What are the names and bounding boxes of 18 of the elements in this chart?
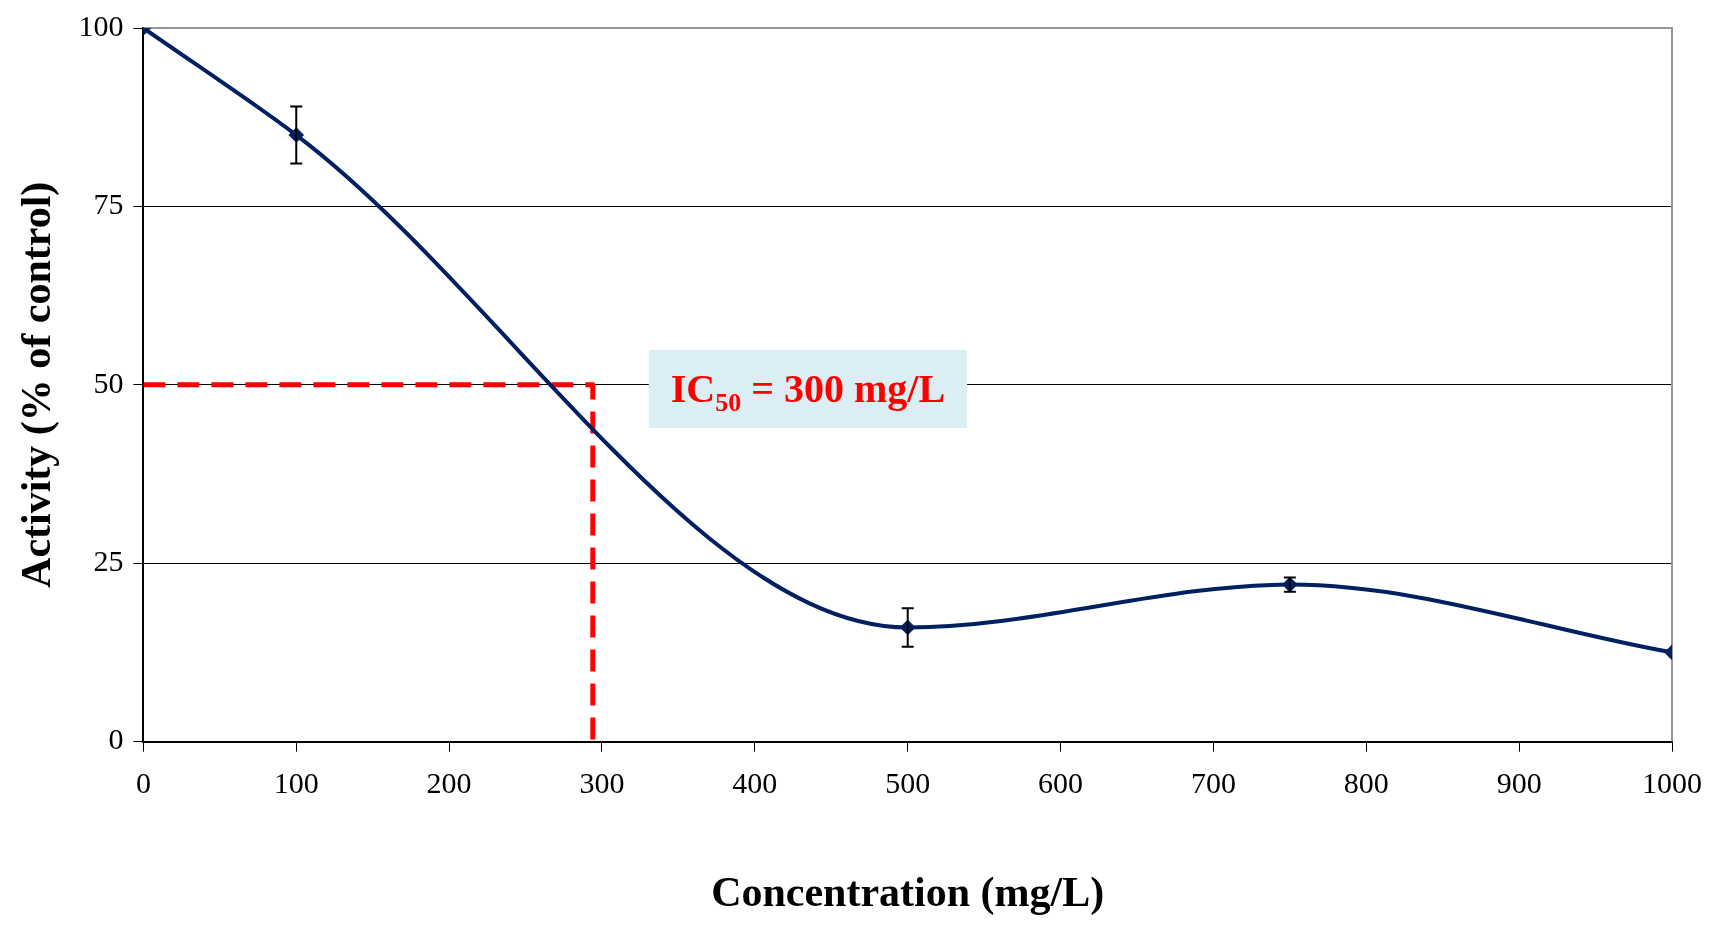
y-tick-label: 75 xyxy=(93,187,124,221)
x-tick-label: 500 xyxy=(885,766,931,800)
x-tick-label: 400 xyxy=(732,766,778,800)
y-axis-title: Activity (% of control) xyxy=(13,181,61,588)
y-tick-label: 25 xyxy=(93,544,124,578)
x-tick-label: 700 xyxy=(1190,766,1236,800)
y-tick-label: 100 xyxy=(78,8,124,42)
x-tick-label: 800 xyxy=(1343,766,1389,800)
y-tick-label: 50 xyxy=(93,365,124,399)
x-tick-label: 300 xyxy=(579,766,625,800)
x-tick-label: 0 xyxy=(135,766,151,800)
x-axis-title: Concentration (mg/L) xyxy=(711,868,1105,916)
x-tick-label: 200 xyxy=(426,766,472,800)
x-tick-label: 600 xyxy=(1038,766,1084,800)
x-tick-label: 1000 xyxy=(1642,766,1702,800)
y-tick-label: 0 xyxy=(108,722,124,756)
x-tick-label: 100 xyxy=(273,766,319,800)
x-tick-label: 900 xyxy=(1496,766,1542,800)
